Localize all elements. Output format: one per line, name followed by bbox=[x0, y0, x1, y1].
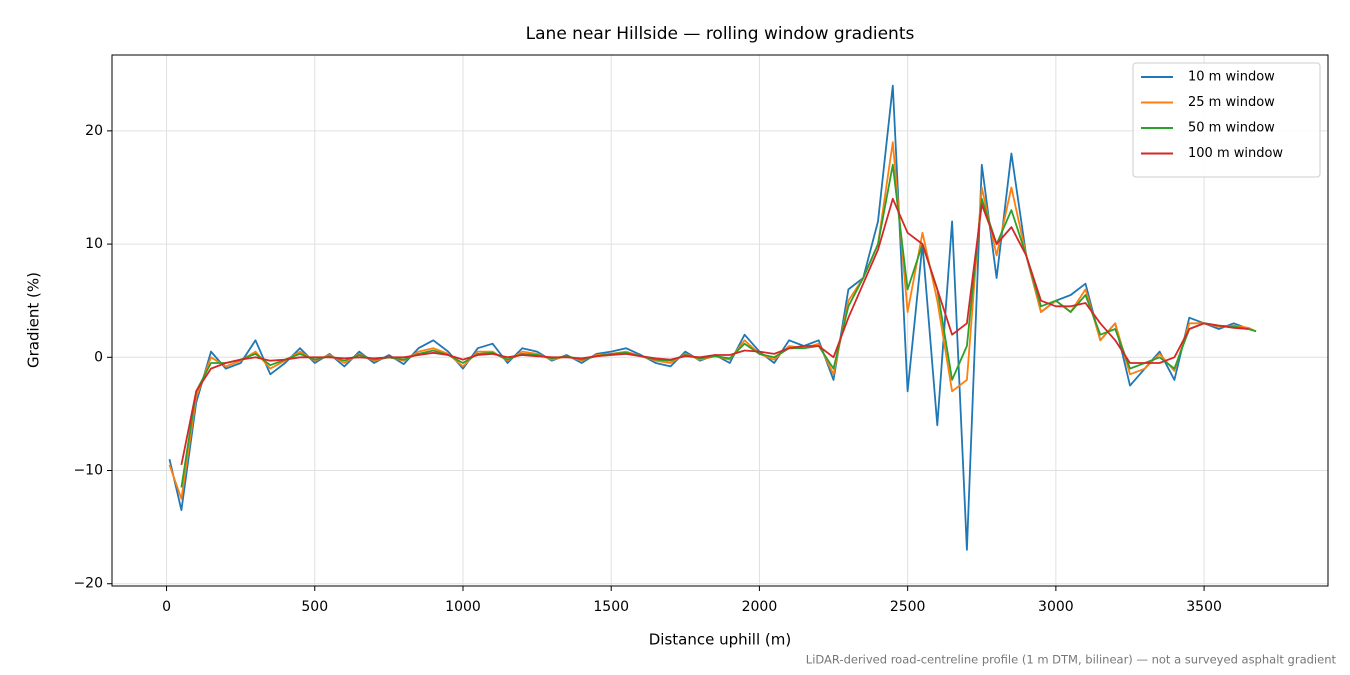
y-axis-label: Gradient (%) bbox=[25, 272, 43, 368]
x-tick-label: 1500 bbox=[593, 599, 629, 615]
x-tick-label: 2000 bbox=[742, 599, 778, 615]
legend-label: 10 m window bbox=[1188, 70, 1275, 85]
legend: 10 m window 25 m window 50 m window 100 m w… bbox=[1132, 62, 1321, 178]
x-axis-label: Distance uphill (m) bbox=[649, 631, 791, 649]
plot-frame bbox=[111, 54, 1329, 587]
series-line bbox=[168, 141, 1257, 500]
legend-label: 50 m window bbox=[1188, 121, 1275, 136]
legend-label: 25 m window bbox=[1188, 95, 1275, 110]
y-tick-label: 10 bbox=[85, 236, 103, 252]
series-line bbox=[180, 163, 1257, 488]
footnote: LiDAR-derived road-centreline profile (1… bbox=[806, 653, 1337, 667]
y-tick-label: 20 bbox=[85, 123, 103, 139]
x-tick-label: 1000 bbox=[445, 599, 481, 615]
legend-label: 100 m window bbox=[1188, 146, 1283, 161]
y-tick-label: −10 bbox=[73, 463, 103, 479]
x-tick-label: 3500 bbox=[1186, 599, 1222, 615]
x-tick-label: 3000 bbox=[1038, 599, 1074, 615]
chart-title: Lane near Hillside — rolling window grad… bbox=[526, 24, 915, 44]
series-line bbox=[180, 197, 1249, 466]
x-tick-label: 2500 bbox=[890, 599, 926, 615]
y-tick-label: 0 bbox=[94, 349, 103, 365]
y-tick-label: −20 bbox=[73, 576, 103, 592]
x-tick-label: 500 bbox=[301, 599, 328, 615]
x-tick-label: 0 bbox=[162, 599, 171, 615]
legend-box bbox=[1132, 62, 1321, 178]
